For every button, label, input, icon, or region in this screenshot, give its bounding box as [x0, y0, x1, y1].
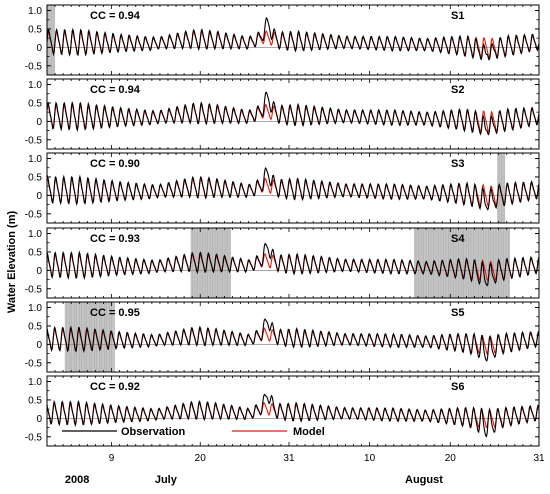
x-tick-label: 31: [533, 453, 545, 464]
y-tick-label: 0.5: [28, 247, 42, 258]
legend-observation-label: Observation: [121, 426, 185, 438]
x-tick-label: 20: [195, 453, 207, 464]
y-tick-label: -0.5: [25, 135, 43, 146]
legend: Observation Model: [62, 426, 325, 438]
observation-series-line: [46, 16, 540, 61]
y-tick-label: 0: [36, 414, 42, 425]
y-tick-label: 0.5: [28, 98, 42, 109]
observation-series-line: [46, 166, 540, 211]
cc-label: CC = 0.94: [90, 10, 141, 22]
observation-series-line: [46, 318, 540, 362]
y-tick-label: 1.0: [28, 229, 42, 240]
cc-label: CC = 0.93: [90, 233, 140, 245]
model-series-line: [46, 401, 540, 429]
panel-frame: [46, 227, 540, 299]
y-tick-label: -0.5: [25, 61, 43, 72]
panel-frame: [46, 301, 540, 373]
cc-label: CC = 0.90: [90, 158, 140, 170]
y-tick-label: 1.0: [28, 80, 42, 91]
panel-s2: -0.5 0 0.5 1.0 CC = 0.94 S2: [25, 78, 540, 150]
observation-series-line: [46, 242, 540, 287]
observation-series-line: [46, 393, 540, 438]
y-tick-label: 1.0: [28, 303, 42, 314]
y-tick-label: 1.0: [28, 377, 42, 388]
cc-label: CC = 0.94: [90, 84, 141, 96]
station-label: S3: [451, 158, 464, 170]
station-label: S4: [451, 233, 465, 245]
panel-s4: -0.5 0 0.5 1.0 CC = 0.93 S4: [25, 227, 540, 299]
panel-frame: [46, 78, 540, 150]
y-tick-label: -0.5: [25, 358, 43, 369]
station-label: S6: [451, 381, 464, 393]
y-tick-label: 1.0: [28, 154, 42, 165]
panel-frame: [46, 152, 540, 224]
y-tick-label: 0: [36, 191, 42, 202]
x-tick-label: 9: [109, 453, 115, 464]
x-tick-label: 31: [283, 453, 295, 464]
x-tick-label: 10: [364, 453, 376, 464]
station-label: S1: [451, 10, 464, 22]
y-tick-label: 0.5: [28, 24, 42, 35]
y-tick-label: -0.5: [25, 209, 43, 220]
gap-shading: [497, 153, 506, 223]
y-tick-label: 0.5: [28, 172, 42, 183]
panel-s6: -0.5 0 0.5 1.0 CC = 0.92 S6: [25, 375, 540, 447]
y-tick-label: 0.5: [28, 321, 42, 332]
station-label: S5: [451, 307, 464, 319]
y-tick-label: 0: [36, 340, 42, 351]
x-month-label: August: [405, 474, 443, 486]
panel-frame: [46, 4, 540, 76]
panel-s1: -0.5 0 0.5 1.0 CC = 0.94 S1: [25, 4, 540, 76]
cc-label: CC = 0.95: [90, 307, 140, 319]
y-tick-label: -0.5: [25, 432, 43, 443]
y-tick-label: 0.5: [28, 395, 42, 406]
station-label: S2: [451, 84, 464, 96]
legend-model-label: Model: [293, 426, 325, 438]
x-axis: 9 20 31 10 20 31 2008 July August: [65, 453, 545, 486]
x-month-label: 2008: [65, 474, 89, 486]
panels-layer: -0.5 0 0.5 1.0 CC = 0.94 S1 -0.5 0 0.5 1.0 CC = 0.…: [25, 4, 540, 447]
y-tick-label: 1.0: [28, 6, 42, 17]
y-tick-label: 0: [36, 43, 42, 54]
x-tick-label: 20: [445, 453, 457, 464]
panel-s3: -0.5 0 0.5 1.0 CC = 0.90 S3: [25, 152, 540, 224]
y-tick-label: 0: [36, 266, 42, 277]
y-tick-label: -0.5: [25, 284, 43, 295]
x-month-label: July: [155, 474, 178, 486]
panel-s5: -0.5 0 0.5 1.0 CC = 0.95 S5: [25, 301, 540, 373]
observation-series-line: [46, 91, 540, 136]
gap-shading: [413, 228, 510, 298]
y-tick-label: 0: [36, 117, 42, 128]
panel-frame: [46, 375, 540, 447]
cc-label: CC = 0.92: [90, 381, 140, 393]
y-axis-label: Water Elevation (m): [6, 211, 18, 314]
